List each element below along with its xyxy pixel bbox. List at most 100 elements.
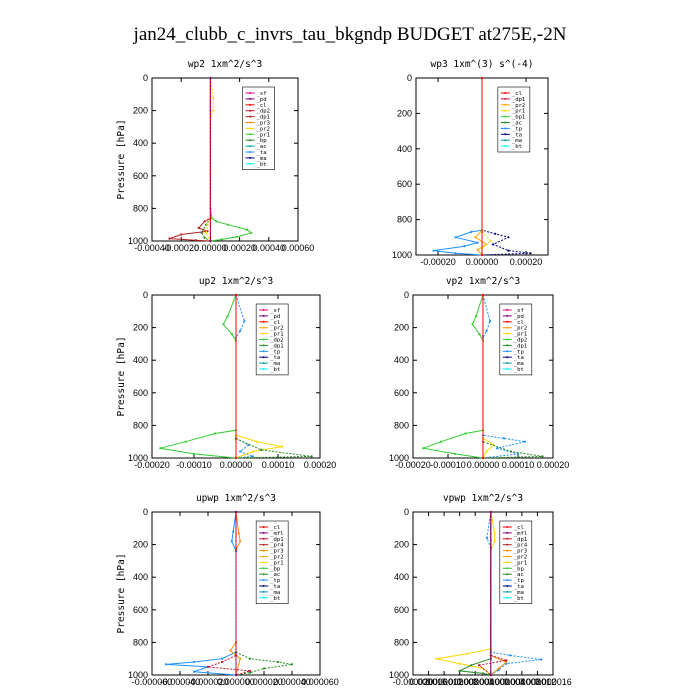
data-point <box>192 660 196 664</box>
legend-vpwp: _cl_mfl_dp1_pr4_pr3_pr2_pr1_bp_ac_tp_ta_… <box>499 520 533 604</box>
series-line <box>486 511 542 676</box>
legend-label: _dp1 <box>270 343 283 349</box>
legend-marker <box>249 162 252 165</box>
legend-label: _pr4 <box>270 543 284 549</box>
legend-marker <box>506 596 509 599</box>
legend-marker <box>262 356 265 359</box>
legend-marker <box>262 320 265 323</box>
legend-upwp: _cl_mfl_dp1_pr4_pr3_pr2_pr1_bp_ac_tp_ta_… <box>255 520 289 604</box>
legend-marker <box>249 139 252 142</box>
data-point <box>215 220 218 223</box>
data-point <box>485 537 488 540</box>
y-tick-label: 1000 <box>128 453 148 463</box>
legend-marker <box>262 309 265 311</box>
legend-label: _tp <box>514 578 525 584</box>
legend-marker <box>506 567 509 570</box>
data-point <box>474 236 477 239</box>
legend-marker <box>506 543 509 546</box>
legend-label: _ta <box>270 355 280 361</box>
panel-up2: up2 1xm^2/s^3 Pressure [hPa] 0 200 400 600 800… <box>116 276 336 470</box>
legend-marker <box>506 549 509 552</box>
x-tick-label: -0.00010 <box>176 460 212 470</box>
legend-marker <box>504 127 507 130</box>
legend-label: _pr2 <box>257 126 270 132</box>
data-point <box>168 237 171 240</box>
legend-marker <box>504 121 507 124</box>
legend-marker <box>262 561 265 564</box>
legend-marker <box>506 338 509 341</box>
data-point <box>310 455 313 458</box>
data-point <box>471 323 474 326</box>
data-point <box>509 450 513 453</box>
x-tick-label: -0.00010 <box>430 460 466 470</box>
legend-marker <box>506 344 509 347</box>
x-tick-label: 0.00020 <box>304 460 337 470</box>
legend-marker <box>506 362 509 365</box>
y-tick-label: 800 <box>394 637 409 647</box>
legend-label: _pr1 <box>257 132 270 138</box>
series-dp2-vp2 <box>421 293 485 460</box>
x-tick-label: -0.000060 <box>132 677 173 687</box>
legend-label: _ma <box>514 590 524 596</box>
data-point <box>481 456 485 460</box>
y-tick-label: 1000 <box>128 670 148 680</box>
data-point <box>470 664 473 667</box>
legend-label: _ta <box>270 584 280 590</box>
data-point <box>485 329 488 332</box>
x-tick-label: 0.000000 <box>472 677 510 687</box>
data-point <box>464 432 467 435</box>
legend-label: _cl <box>270 525 280 531</box>
data-point <box>248 671 252 674</box>
data-point <box>507 236 510 239</box>
panel-title-upwp: upwp 1xm^2/s^3 <box>196 493 276 504</box>
series-line <box>165 511 237 676</box>
x-tick-label: 0.00000 <box>220 460 253 470</box>
data-point <box>458 662 461 665</box>
data-point <box>192 670 196 673</box>
legend-marker <box>504 145 507 148</box>
legend-label: _cl <box>514 320 524 326</box>
panel-wp3: wp3 1xm^(3) s^(-4) 0 200 400 600 800 1000 -0.00… <box>392 59 549 267</box>
legend-label: _ma <box>514 361 524 367</box>
legend-label: _cl <box>270 320 280 326</box>
legend-label: _mfl <box>514 531 527 537</box>
data-point <box>516 452 520 455</box>
series-mfl-vpwp <box>489 510 492 677</box>
x-tick-label: 0.000008 <box>503 677 541 687</box>
legend-label: _dp2 <box>257 109 270 115</box>
data-point <box>540 658 543 661</box>
legend-marker <box>506 531 509 534</box>
data-point <box>220 657 224 660</box>
legend-label: _ma <box>257 156 267 162</box>
series-line <box>205 77 214 242</box>
panel-title-vp2: vp2 1xm^2/s^3 <box>446 276 520 287</box>
legend-label: _ta <box>514 355 524 361</box>
legend-label: _bp <box>257 138 268 144</box>
legend-label: _cl <box>257 103 267 109</box>
legend-marker <box>249 97 252 100</box>
data-point <box>469 230 473 234</box>
legend-marker <box>506 579 509 582</box>
data-point <box>229 649 232 652</box>
x-tick-label: 0.000020 <box>245 677 283 687</box>
data-point <box>232 530 235 533</box>
legend-marker <box>506 585 509 587</box>
data-point <box>489 510 492 514</box>
y-tick-label: 400 <box>133 138 148 148</box>
panel-grid: wp2 1xm^2/s^3 Pressure [hPa] 0 200 400 600 800… <box>116 59 572 687</box>
legend-marker <box>262 368 265 370</box>
legend-label: _bt <box>514 367 524 373</box>
x-tick-label: 0.000012 <box>519 677 557 687</box>
data-point <box>478 664 481 667</box>
data-point <box>222 323 225 326</box>
data-point <box>435 657 438 660</box>
series-tp-wp3 <box>432 76 484 257</box>
data-point <box>220 660 224 664</box>
legend-label: _cl <box>514 525 524 531</box>
y-tick-label: 0 <box>404 507 409 517</box>
x-tick-label: 0.000016 <box>410 677 448 687</box>
legend-label: _dp1 <box>514 537 527 543</box>
data-point <box>212 109 215 112</box>
legend-label: _bt <box>512 144 522 150</box>
